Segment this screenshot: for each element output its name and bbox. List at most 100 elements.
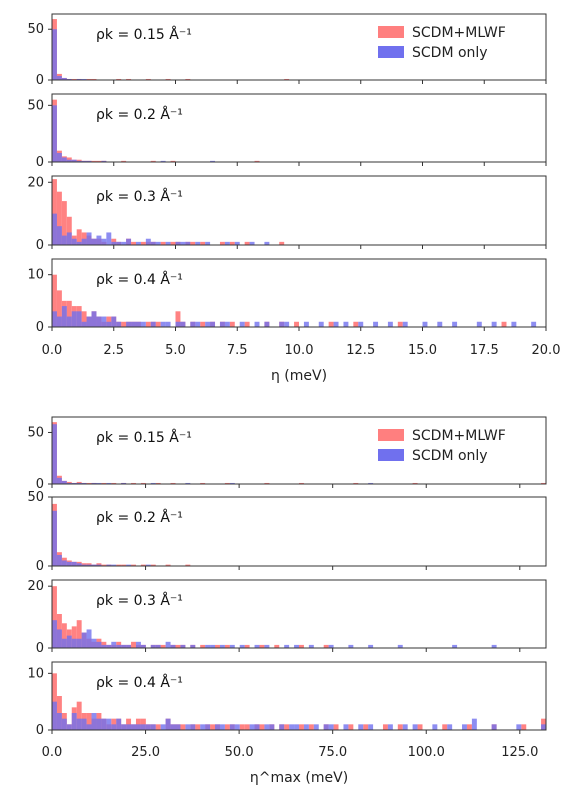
- bar-scdm-only: [264, 724, 270, 730]
- bar-scdm-only: [343, 321, 349, 327]
- bar-scdm-mlwf: [185, 564, 191, 566]
- axes-frame: [51, 93, 547, 163]
- bar-scdm-mlwf: [348, 724, 354, 730]
- bar-scdm-only: [195, 321, 201, 327]
- bar-scdm-mlwf: [200, 321, 206, 327]
- bar-scdm-only: [145, 238, 151, 245]
- bar-scdm-only: [101, 644, 107, 648]
- bar-scdm-mlwf: [299, 724, 304, 730]
- panel-label: ρk = 0.3 Å⁻¹: [96, 592, 183, 609]
- bar-scdm-only: [91, 238, 97, 245]
- bar-scdm-only: [140, 321, 146, 327]
- bar-scdm-only: [66, 232, 72, 245]
- y-tick-label: 50: [27, 22, 44, 37]
- bar-scdm-only: [229, 644, 235, 648]
- bar-scdm-only: [106, 321, 112, 327]
- bar-scdm-mlwf: [131, 241, 136, 245]
- panel-label: ρk = 0.2 Å⁻¹: [96, 106, 183, 123]
- bar-scdm-mlwf: [323, 644, 329, 648]
- bar-scdm-only: [165, 321, 171, 327]
- axes-frame: [51, 175, 547, 246]
- bar-scdm-only: [81, 564, 87, 566]
- bar-scdm-only: [81, 160, 87, 162]
- bar-scdm-only: [452, 644, 458, 648]
- bar-scdm-only: [190, 644, 196, 648]
- bar-scdm-mlwf: [219, 241, 225, 245]
- x-tick-label: 100.0: [408, 745, 445, 760]
- bar-scdm-only: [135, 321, 141, 327]
- bar-scdm-mlwf: [140, 482, 146, 484]
- bar-scdm-only: [284, 321, 290, 327]
- bar-scdm-mlwf: [52, 179, 57, 245]
- bar-scdm-only: [175, 724, 181, 730]
- bar-scdm-only: [61, 560, 67, 566]
- bar-scdm-mlwf: [121, 564, 127, 566]
- bar-scdm-only: [387, 724, 393, 730]
- bar-scdm-only: [224, 241, 230, 245]
- bar-scdm-only: [234, 241, 240, 245]
- bar-scdm-only: [96, 235, 102, 245]
- bar-scdm-only: [101, 160, 107, 162]
- bar-scdm-mlwf: [56, 191, 62, 245]
- bar-scdm-only: [397, 644, 403, 648]
- bar-scdm-only: [86, 724, 92, 730]
- bar-scdm-mlwf: [382, 724, 388, 730]
- bar-scdm-only: [52, 620, 57, 648]
- bar-scdm-mlwf: [244, 724, 250, 730]
- bar-scdm-mlwf: [76, 701, 82, 730]
- bar-scdm-only: [165, 718, 171, 730]
- bar-scdm-only: [368, 482, 374, 484]
- panel-label: ρk = 0.15 Å⁻¹: [96, 429, 192, 446]
- bar-scdm-only: [71, 638, 77, 648]
- bar-scdm-only: [264, 321, 270, 327]
- bar-scdm-only: [205, 644, 211, 648]
- bar-scdm-mlwf: [126, 78, 132, 80]
- legend-swatch-scdm-only: [378, 46, 404, 58]
- bar-scdm-only: [96, 316, 102, 327]
- bar-scdm-mlwf: [101, 564, 107, 566]
- panel-bottom-2: 0 20 ρk = 0.3 Å⁻¹: [27, 579, 547, 656]
- bar-scdm-only: [155, 644, 161, 648]
- panel-label: ρk = 0.3 Å⁻¹: [96, 188, 183, 205]
- bar-scdm-mlwf: [52, 586, 57, 648]
- bar-scdm-only: [219, 724, 225, 730]
- legend-swatch-scdm-mlwf: [378, 26, 404, 38]
- bar-scdm-only: [61, 718, 67, 730]
- bar-scdm-only: [135, 641, 141, 648]
- bar-scdm-mlwf: [121, 160, 127, 162]
- bar-scdm-mlwf: [116, 564, 122, 566]
- bars-group: [52, 673, 546, 730]
- bar-scdm-only: [145, 564, 151, 566]
- bar-scdm-only: [81, 78, 87, 80]
- y-tick-label: 0: [36, 320, 44, 335]
- bar-scdm-only: [180, 644, 186, 648]
- x-tick-label: 20.0: [532, 343, 561, 358]
- y-tick-label: 50: [27, 425, 44, 440]
- bar-scdm-mlwf: [308, 724, 314, 730]
- legend-swatch-scdm-only: [378, 449, 404, 461]
- bar-scdm-only: [254, 724, 260, 730]
- bar-scdm-mlwf: [96, 160, 102, 162]
- y-tick-label: 10: [27, 666, 44, 681]
- bar-scdm-only: [402, 321, 408, 327]
- bar-scdm-mlwf: [66, 300, 72, 327]
- bar-scdm-only: [52, 510, 57, 566]
- bar-scdm-only: [116, 644, 122, 648]
- legend-label-scdm-mlwf: SCDM+MLWF: [412, 25, 506, 41]
- bar-scdm-only: [66, 561, 72, 566]
- bar-scdm-mlwf: [229, 241, 235, 245]
- y-tick-label: 20: [27, 579, 44, 594]
- bar-scdm-only: [96, 641, 102, 648]
- bar-scdm-only: [52, 311, 57, 327]
- x-axis-label: η^max (meV): [250, 770, 348, 786]
- x-tick-label: 7.5: [227, 343, 248, 358]
- bar-scdm-mlwf: [521, 724, 527, 730]
- bar-scdm-only: [313, 724, 319, 730]
- chart-top: 0 50 ρk = 0.15 Å⁻¹ SCDM+MLWF SCDM only 0 50 ρk …: [27, 13, 561, 384]
- bar-scdm-only: [61, 235, 67, 245]
- bar-scdm-only: [471, 718, 477, 730]
- bar-scdm-mlwf: [101, 641, 107, 648]
- x-tick-label: 125.0: [501, 745, 538, 760]
- legend: SCDM+MLWF SCDM only: [378, 25, 506, 61]
- bar-scdm-mlwf: [239, 724, 245, 730]
